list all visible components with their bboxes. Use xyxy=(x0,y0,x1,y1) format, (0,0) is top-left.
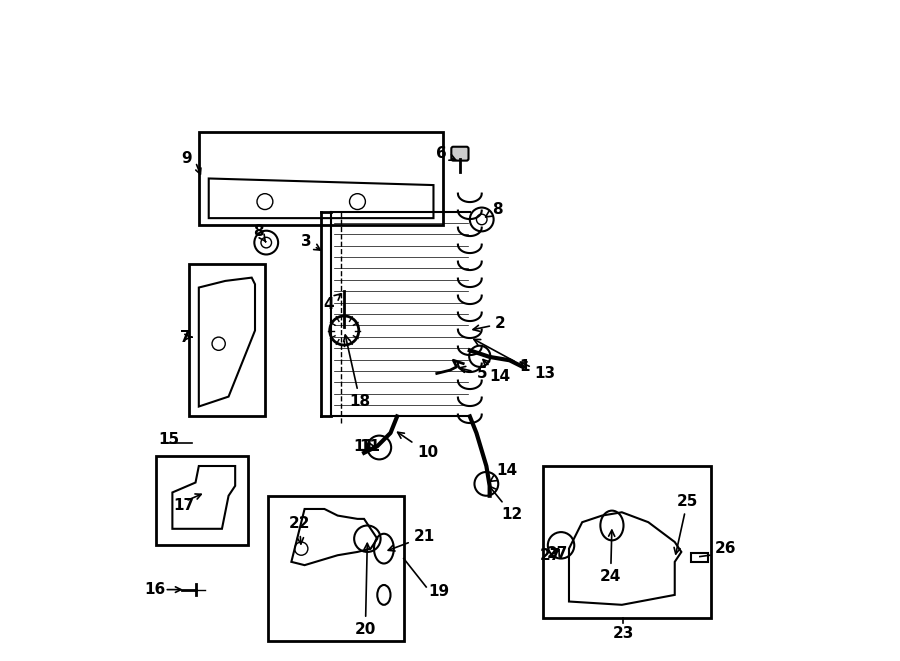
Text: 14: 14 xyxy=(491,463,518,481)
Text: 18: 18 xyxy=(344,335,371,408)
Text: 13: 13 xyxy=(520,362,555,381)
FancyBboxPatch shape xyxy=(451,147,469,161)
Text: 23: 23 xyxy=(613,626,634,641)
Text: 16: 16 xyxy=(145,582,166,597)
Text: 11: 11 xyxy=(360,439,381,453)
Text: 4: 4 xyxy=(324,294,341,311)
Text: 21: 21 xyxy=(388,529,435,551)
Bar xyxy=(268,496,404,641)
Text: 19: 19 xyxy=(428,584,449,599)
Text: 27: 27 xyxy=(540,548,561,563)
Text: 9: 9 xyxy=(182,151,193,166)
Text: 11: 11 xyxy=(353,439,374,453)
Text: 24: 24 xyxy=(600,530,621,584)
Text: 3: 3 xyxy=(301,234,320,250)
Text: 14: 14 xyxy=(483,360,511,384)
Text: 15: 15 xyxy=(158,432,179,447)
Bar xyxy=(691,553,707,562)
Bar xyxy=(543,466,711,618)
Text: 25: 25 xyxy=(674,494,698,554)
Text: 5: 5 xyxy=(459,366,487,381)
Text: 12: 12 xyxy=(490,486,523,522)
Text: 6: 6 xyxy=(436,146,455,161)
Bar xyxy=(199,132,444,225)
Bar xyxy=(189,264,265,416)
Text: 20: 20 xyxy=(355,543,376,637)
Text: 2: 2 xyxy=(473,317,506,331)
Text: 7: 7 xyxy=(180,330,191,344)
Text: 22: 22 xyxy=(289,516,310,544)
Bar xyxy=(156,456,248,545)
Text: 27: 27 xyxy=(546,547,568,561)
Text: 1: 1 xyxy=(474,339,530,374)
Text: 8: 8 xyxy=(253,224,266,242)
Text: 8: 8 xyxy=(486,202,502,217)
Text: 17: 17 xyxy=(174,498,194,513)
Text: 26: 26 xyxy=(715,541,736,556)
Text: 10: 10 xyxy=(398,432,438,460)
